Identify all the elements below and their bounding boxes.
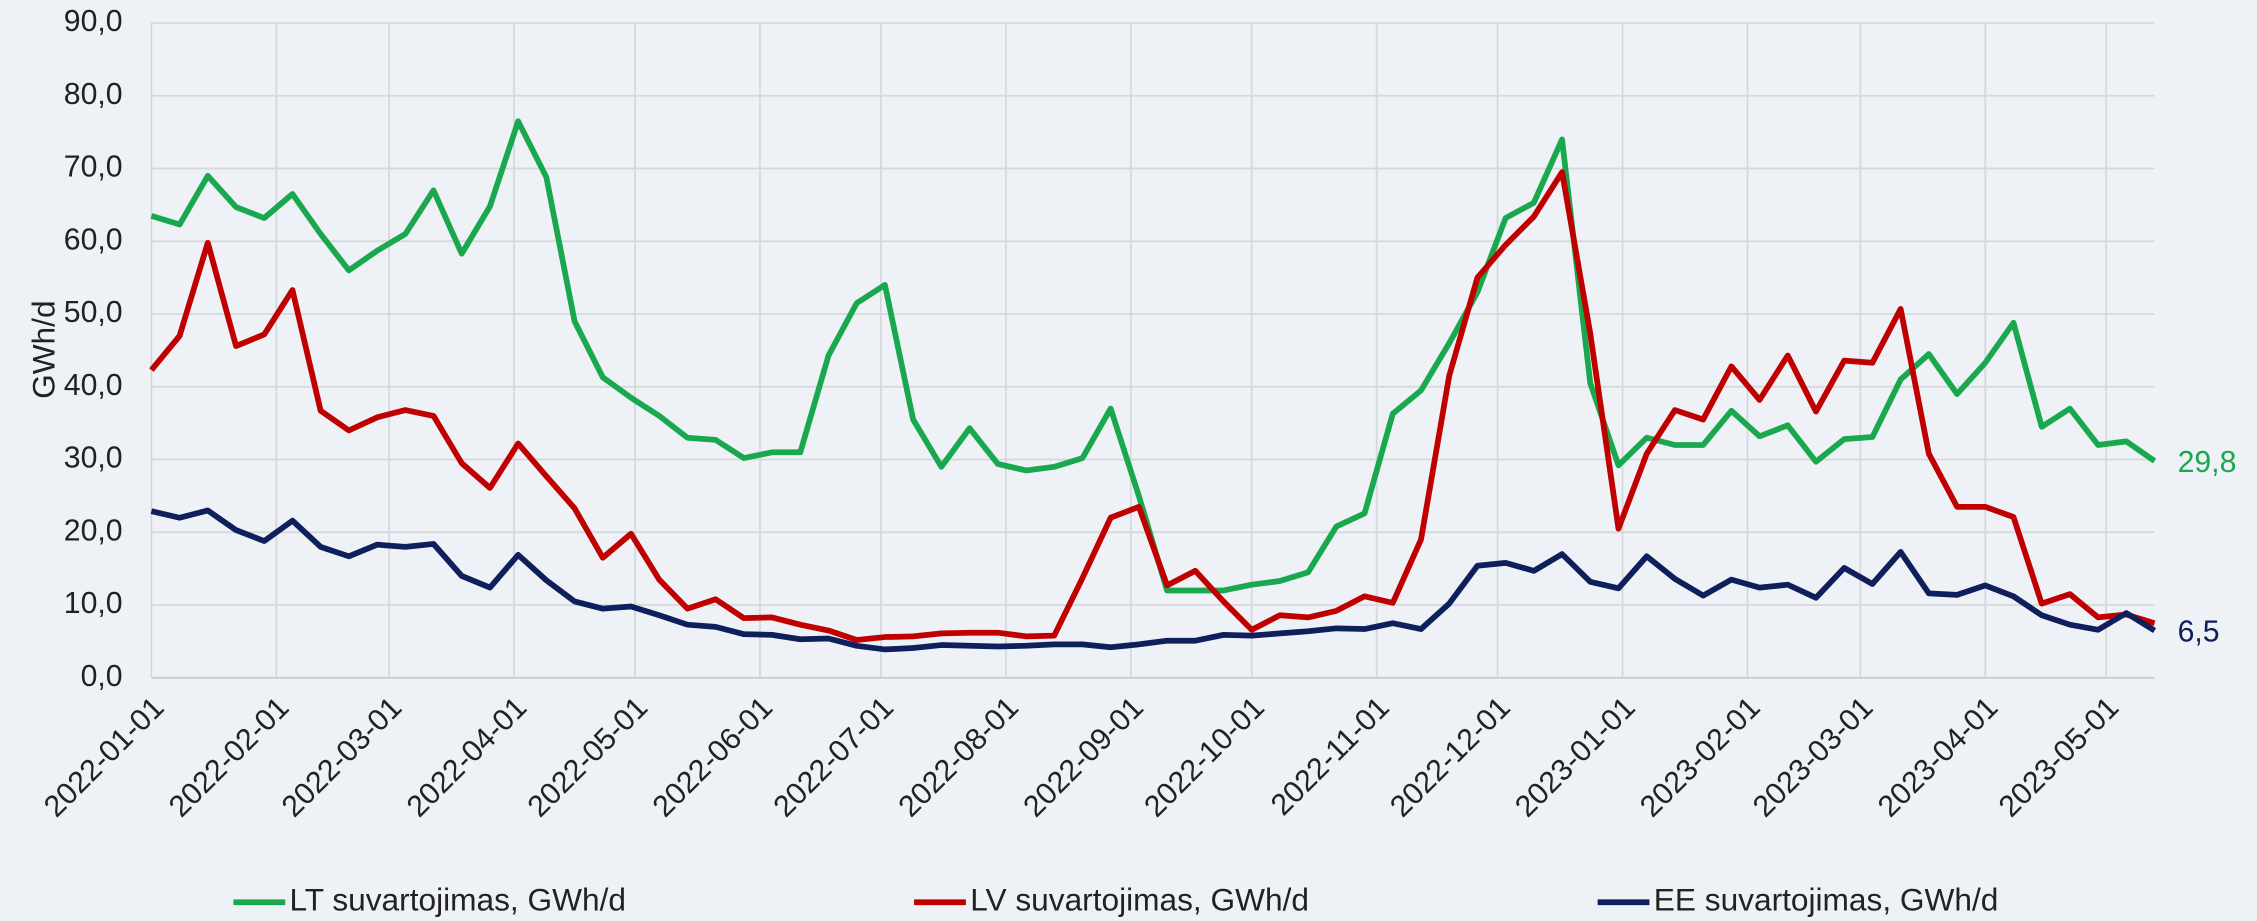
end-label: 6,5 [2178,615,2220,648]
y-axis-label: GWh/d [26,300,62,398]
legend-label: LV suvartojimas, GWh/d [970,882,1309,918]
y-tick-label: 0,0 [81,660,123,693]
y-tick-label: 40,0 [64,369,123,402]
y-tick-label: 60,0 [64,223,123,256]
legend-label: LT suvartojimas, GWh/d [290,882,626,918]
y-tick-label: 70,0 [64,151,123,184]
y-tick-label: 30,0 [64,442,123,475]
y-tick-label: 20,0 [64,514,123,547]
end-label: 29,8 [2178,446,2237,479]
line-series [150,507,2157,653]
y-tick-label: 50,0 [64,296,123,329]
legend-label: EE suvartojimas, GWh/d [1654,882,1999,918]
y-tick-label: 10,0 [64,587,123,620]
line-series [149,169,2156,643]
y-tick-label: 90,0 [64,5,123,38]
y-tick-label: 80,0 [64,78,123,111]
